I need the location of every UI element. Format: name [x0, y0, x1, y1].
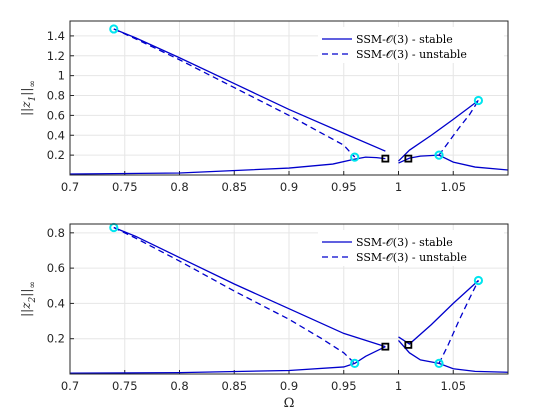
- y-tick-label: 1.2: [47, 49, 65, 63]
- x-tick-label: 0.9: [280, 180, 298, 194]
- y-tick-label: 1: [58, 69, 65, 83]
- fold-point-marker: [473, 95, 484, 106]
- top-panel: 0.7 0.75 0.8 0.85 0.9 0.95 1 1.05 0.2 0.4 0.6 0.8 1 1…: [19, 20, 509, 194]
- legend-box: [318, 230, 504, 266]
- x-tick-label: 0.7: [61, 180, 79, 194]
- bifurcation-point-marker: [404, 154, 413, 163]
- legend-entry-label: SSM-𝒪(3) - unstable: [356, 48, 467, 61]
- bottom-panel: 0.7 0.75 0.8 0.85 0.9 0.95 1 1.05 0.2 0.4 0.6 0.8 ||…: [19, 222, 509, 411]
- legend-box: [318, 27, 504, 63]
- legend: SSM-𝒪(3) - stable SSM-𝒪(3) - unstable: [318, 230, 504, 266]
- x-tick-label: 0.75: [112, 379, 138, 393]
- y-tick-label: 0.2: [47, 332, 65, 346]
- x-tick-label: 0.7: [61, 379, 79, 393]
- fold-point-marker: [434, 358, 444, 369]
- y-tick-label: 0.6: [47, 261, 65, 275]
- x-tick-label: 1.05: [440, 180, 466, 194]
- x-tick-label: 0.8: [170, 180, 188, 194]
- fold-point-marker: [109, 24, 119, 34]
- x-tick-label: 0.75: [112, 180, 138, 194]
- y-tick-label: 1.4: [47, 29, 65, 43]
- x-axis-label: Ω: [284, 396, 295, 411]
- y-tick-label: 0.6: [47, 108, 65, 122]
- x-tick-label: 0.95: [331, 180, 357, 194]
- y-tick-label: 0.8: [47, 89, 65, 103]
- legend-entry-label: SSM-𝒪(3) - stable: [356, 236, 453, 249]
- unstable-branch-line: [438, 280, 480, 364]
- y-tick-label: 0.8: [47, 226, 65, 240]
- stable-branch-line: [70, 156, 386, 175]
- stable-branch-line: [398, 154, 508, 171]
- x-tick-label: 1: [395, 379, 402, 393]
- x-tick-label: 0.85: [221, 180, 247, 194]
- stable-branch-line: [113, 28, 386, 152]
- stable-branch-line: [70, 346, 386, 374]
- axes-box: [69, 20, 509, 176]
- bifurcation-point-marker: [381, 154, 390, 163]
- bifurcation-point-marker: [404, 340, 413, 349]
- x-tick-label: 0.95: [331, 379, 357, 393]
- unstable-branch-line: [438, 100, 479, 156]
- series-group: [70, 28, 508, 175]
- stable-branch-line: [113, 226, 386, 348]
- unstable-branch-line: [113, 226, 356, 364]
- x-tick-label: 0.8: [170, 379, 188, 393]
- x-tick-label: 1.05: [440, 379, 466, 393]
- fold-point-marker: [350, 358, 360, 369]
- series-group: [70, 226, 508, 374]
- y-tick-label: 0.4: [47, 296, 65, 310]
- y-axis-label: ||z2||∞: [19, 281, 38, 317]
- fold-point-marker: [350, 152, 360, 162]
- fold-point-marker: [434, 150, 444, 160]
- stable-branch-line: [398, 99, 479, 162]
- unstable-branch-line: [113, 28, 356, 158]
- y-tick-label: 0.2: [47, 148, 65, 162]
- x-tick-label: 1: [395, 180, 402, 194]
- x-tick-label: 0.85: [221, 379, 247, 393]
- y-axis-label: ||z1||∞: [19, 80, 38, 116]
- x-tick-label: 0.9: [280, 379, 298, 393]
- bifurcation-point-marker: [381, 342, 390, 351]
- fold-point-marker: [473, 275, 484, 286]
- stable-branch-line: [398, 340, 508, 373]
- y-tick-label: 0.4: [47, 128, 65, 142]
- legend: SSM-𝒪(3) - stable SSM-𝒪(3) - unstable: [318, 27, 504, 63]
- legend-entry-label: SSM-𝒪(3) - stable: [356, 33, 453, 46]
- axes-box: [69, 223, 509, 375]
- legend-entry-label: SSM-𝒪(3) - unstable: [356, 251, 467, 264]
